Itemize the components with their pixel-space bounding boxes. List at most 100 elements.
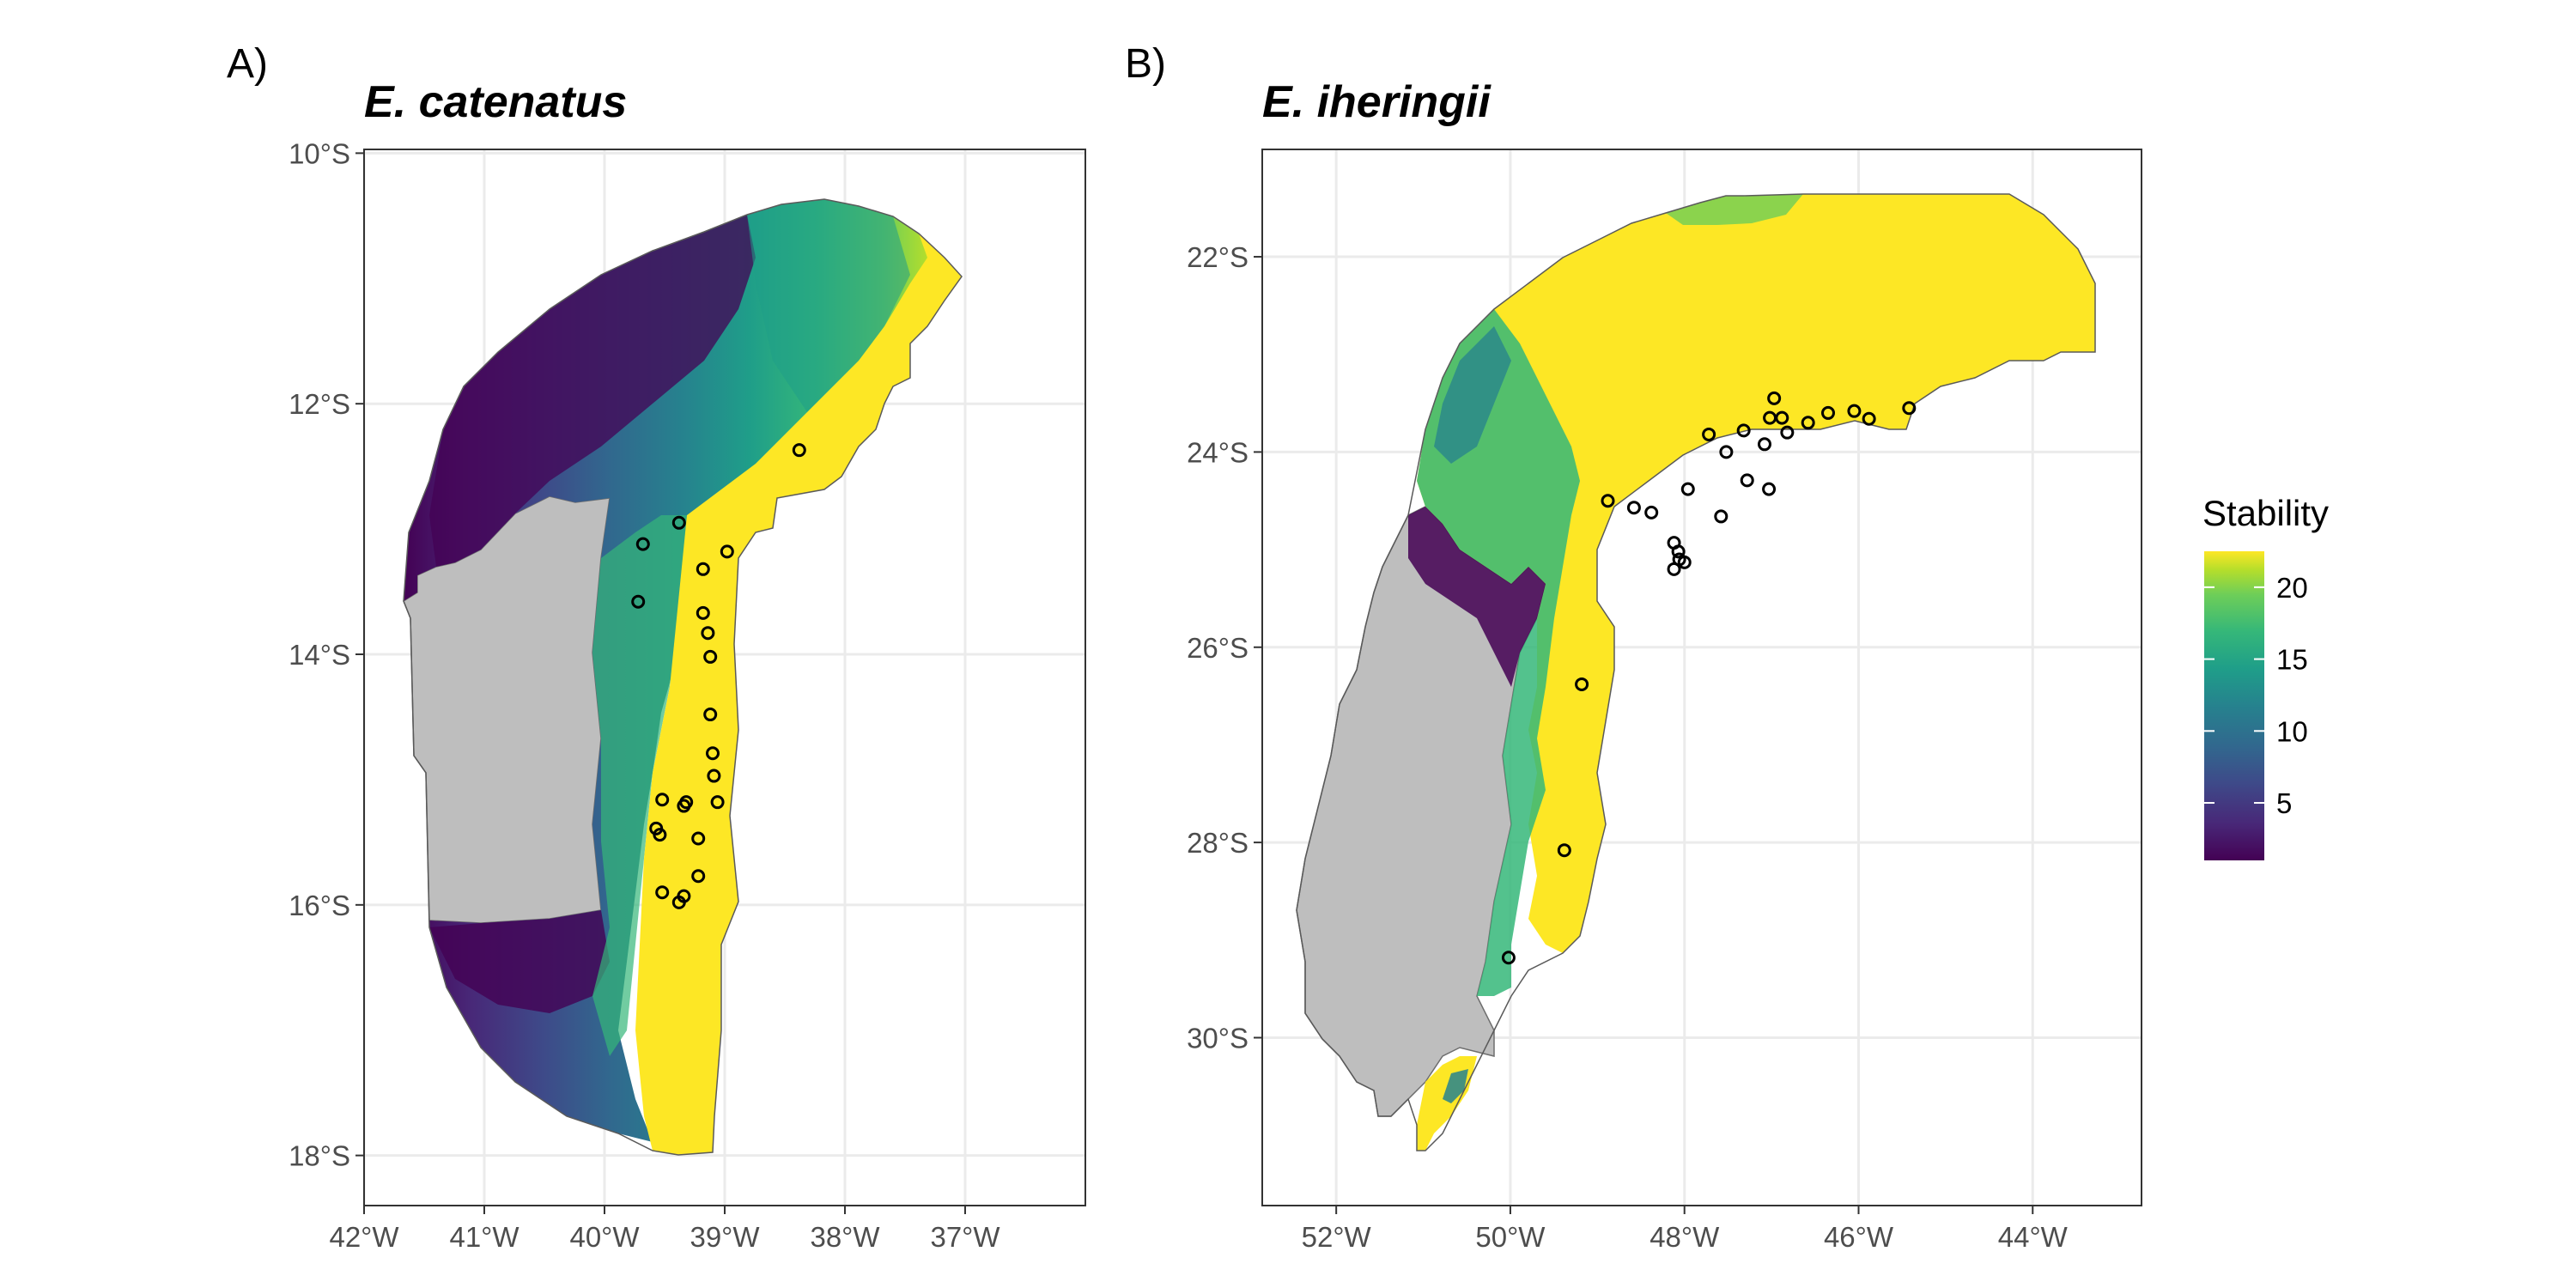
legend-ticks: 5 10 15 20	[2204, 572, 2308, 819]
panel-a-occurrence-point	[696, 562, 710, 576]
panel-a-occurrence-point	[701, 626, 715, 641]
panel-b-y-tick-label: 30°S	[1187, 1022, 1249, 1054]
panel-a-y-tick-label: 10°S	[289, 137, 350, 169]
panel-b-occurrence-point	[1575, 677, 1589, 691]
panel-a-x-tick-label: 42°W	[329, 1221, 399, 1253]
panel-b-x-tick-label: 48°W	[1649, 1221, 1720, 1253]
panel-b-occurrence-point	[1671, 544, 1686, 559]
panel-b-occurrence-point	[1801, 416, 1815, 430]
panel-a-occurrence-point	[706, 746, 720, 761]
panel-a-occurrence-point	[635, 537, 650, 551]
panel-a-y-tick-label: 14°S	[289, 639, 350, 671]
panel-b-x-tick-label: 44°W	[1998, 1221, 2069, 1253]
panel-b-green-north	[1666, 194, 1803, 225]
panel-b-y-tick-label: 22°S	[1187, 241, 1249, 273]
panel-a-green-band	[592, 515, 687, 1056]
panel-a-occurrence-point	[691, 869, 706, 884]
panel-a-x-tick-label: 40°W	[569, 1221, 640, 1253]
panel-b-occurrence-point	[1862, 411, 1876, 426]
panel-b-occurrence-point	[1557, 843, 1571, 858]
panel-b-y-tick-label: 28°S	[1187, 827, 1249, 859]
panel-b-high-stability-area	[1417, 194, 2095, 953]
panel-b-occurrence-point	[1680, 482, 1695, 496]
legend-title: Stability	[2202, 493, 2329, 533]
legend-tick-label: 15	[2276, 644, 2308, 676]
panel-b-occurrence-point	[1667, 562, 1681, 576]
panel-a-x-tick-label: 38°W	[810, 1221, 880, 1253]
panel-b-low-stability-fringe	[1408, 507, 1546, 687]
panel-b-teal-fringe	[1434, 326, 1511, 464]
panel-a-occurrence-point	[655, 793, 670, 807]
panel-a-purple-core	[429, 215, 756, 567]
panel-b-frame	[1261, 149, 2142, 1206]
panel-b-occurrence-point	[1677, 555, 1692, 569]
panel-a-x-tick-label: 37°W	[930, 1221, 1000, 1253]
panel-a-axes: 42°W 41°W 40°W 39°W 38°W 37°W 10°S 12°S 14°S 16°S…	[289, 137, 1000, 1253]
panel-a-occurrence-point	[792, 443, 806, 458]
panel-b-occurrence-point	[1767, 391, 1782, 405]
panel-b-occurrence-point	[1757, 437, 1771, 452]
panel-a-teal-north	[747, 199, 910, 412]
panel-b-title: E. iheringii	[1262, 77, 1492, 127]
panel-b-range-outline	[1296, 193, 2096, 1151]
panel-b-x-tick-label: 46°W	[1824, 1221, 1894, 1253]
panel-a-x-tick-label: 39°W	[690, 1221, 760, 1253]
panel-b-occurrence-point	[1501, 951, 1516, 965]
panel-a-title: E. catenatus	[364, 77, 627, 127]
panel-a-x-tick-label: 41°W	[449, 1221, 519, 1253]
panel-b-occurrence-point	[1847, 404, 1862, 418]
panel-b-occurrence-point	[1780, 425, 1795, 440]
panel-b-south-teal	[1443, 1069, 1468, 1103]
panel-b-occurrence-point	[1740, 473, 1754, 488]
panel-b: B) E. iheringii 52°W 50°W 48°W 46°W 44°W 22°S…	[1125, 41, 2142, 1253]
panel-b-y-tick-label: 26°S	[1187, 632, 1249, 664]
panel-a: A) E. catenatus 42°W 41°W 40°W 39°W 38°W 37°W…	[227, 41, 1086, 1253]
panel-a-occurrence-point	[653, 828, 667, 842]
panel-a-occurrence-point	[707, 769, 721, 783]
panel-b-occurrence-point	[1644, 505, 1659, 519]
legend-tick-label: 10	[2276, 715, 2308, 747]
panel-b-occurrence-point	[1736, 423, 1751, 438]
panel-a-occurrence-point	[691, 831, 706, 846]
legend-colorbar	[2204, 551, 2264, 860]
panel-a-occurrence-point	[631, 594, 646, 609]
panel-b-occurrence-point	[1714, 509, 1728, 524]
panel-a-y-tick-label: 12°S	[289, 388, 350, 420]
panel-a-occurrence-point	[696, 605, 710, 620]
panel-a-stability-raster	[403, 198, 963, 1156]
panel-b-occurrence-point	[1821, 405, 1836, 420]
legend-tick-label: 20	[2276, 572, 2308, 604]
panel-b-occurrence-point	[1719, 445, 1734, 459]
panel-a-occurrence-point	[677, 799, 691, 813]
panel-a-high-stability-area	[635, 234, 962, 1155]
panel-a-range-outline	[403, 198, 963, 1156]
legend-tick-label: 5	[2276, 787, 2292, 819]
panel-a-purple-south	[429, 910, 610, 1013]
stability-legend: Stability 5 10 15 20	[2202, 493, 2329, 860]
panel-b-occurrence-point	[1601, 494, 1615, 508]
panel-b-letter: B)	[1125, 41, 1166, 87]
panel-b-occurrence-point	[1763, 410, 1777, 425]
panel-a-occurrence-point	[720, 544, 734, 559]
panel-b-occurrence-points	[1501, 391, 1917, 965]
panel-b-x-tick-label: 50°W	[1475, 1221, 1546, 1253]
panel-b-occurrence-point	[1626, 501, 1641, 515]
panel-b-y-tick-label: 24°S	[1187, 436, 1249, 468]
panel-b-occurrence-point	[1702, 427, 1716, 441]
panel-a-occurrence-points	[631, 443, 806, 909]
panel-b-mid-stability-area	[1417, 309, 1580, 996]
panel-a-y-tick-label: 18°S	[289, 1140, 350, 1172]
panel-a-occurrence-point	[710, 795, 725, 810]
panel-b-x-tick-label: 52°W	[1302, 1221, 1372, 1253]
panel-a-occurrence-point	[671, 895, 686, 909]
panel-a-occurrence-point	[703, 649, 718, 664]
panel-a-occurrence-point	[655, 885, 670, 900]
panel-a-occurrence-point	[671, 515, 686, 530]
panel-b-stability-raster	[1296, 193, 2096, 1151]
panel-a-letter: A)	[227, 41, 268, 87]
panel-a-y-tick-label: 16°S	[289, 890, 350, 921]
panel-b-axes: 52°W 50°W 48°W 46°W 44°W 22°S 24°S 26°S 28°S 30°S	[1187, 241, 2069, 1253]
panel-a-occurrence-point	[703, 708, 718, 722]
panel-b-occurrence-point	[1902, 401, 1917, 416]
